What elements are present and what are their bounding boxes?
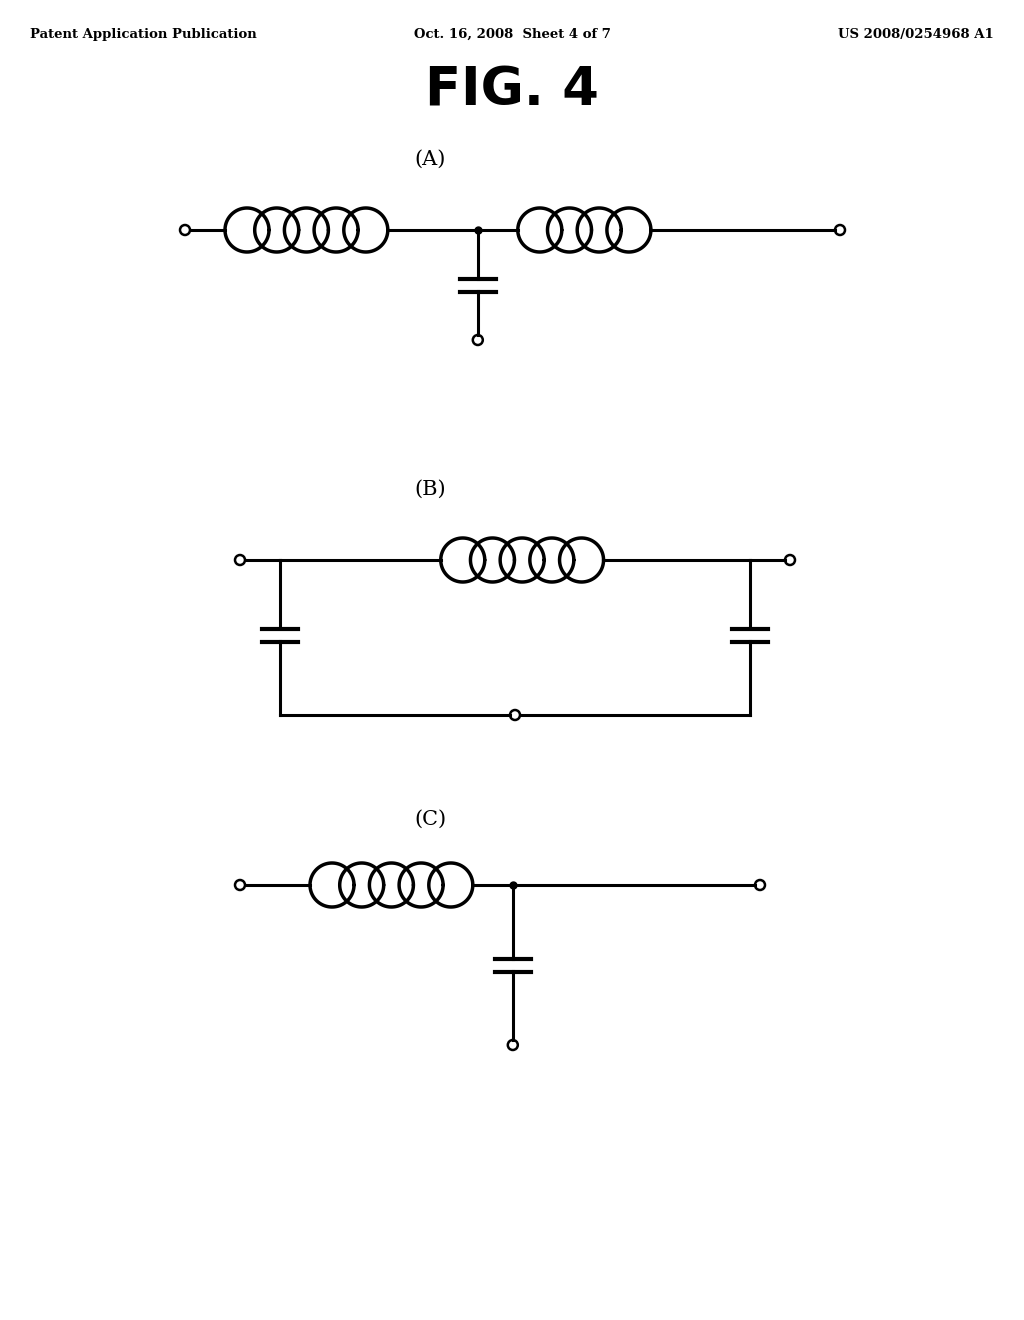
Text: Patent Application Publication: Patent Application Publication <box>30 28 257 41</box>
Text: (B): (B) <box>414 480 445 499</box>
Text: FIG. 4: FIG. 4 <box>425 65 599 117</box>
Text: (A): (A) <box>415 150 445 169</box>
Text: Oct. 16, 2008  Sheet 4 of 7: Oct. 16, 2008 Sheet 4 of 7 <box>414 28 610 41</box>
Text: US 2008/0254968 A1: US 2008/0254968 A1 <box>839 28 994 41</box>
Text: (C): (C) <box>414 810 446 829</box>
